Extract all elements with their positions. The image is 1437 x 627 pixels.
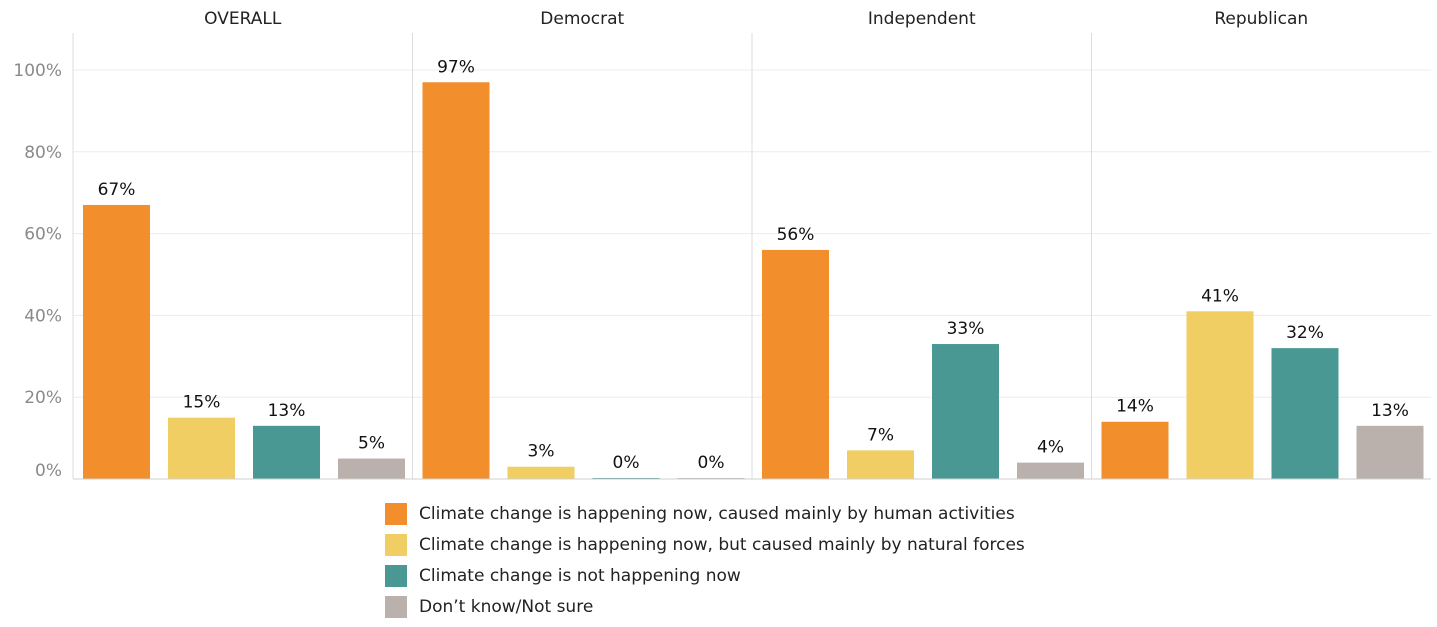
bar-overall-0 bbox=[83, 204, 150, 479]
legend-label-human: Climate change is happening now, caused … bbox=[419, 503, 1015, 524]
bar-republican-1 bbox=[1186, 311, 1254, 479]
bar-republican-2 bbox=[1271, 348, 1339, 479]
legend-label-natural: Climate change is happening now, but cau… bbox=[419, 534, 1025, 555]
y-tick-label-0: 0% bbox=[35, 461, 62, 481]
data-label-independent-2: 33% bbox=[947, 319, 985, 339]
legend-label-dont-know: Don’t know/Not sure bbox=[419, 596, 594, 617]
legend-swatch-dont-know bbox=[385, 595, 407, 618]
legend-swatch-natural bbox=[385, 533, 407, 556]
y-tick-label-40: 40% bbox=[24, 306, 62, 326]
bar-republican-3 bbox=[1356, 425, 1424, 479]
bar-democrat-0 bbox=[422, 82, 490, 480]
legend-swatch-not-happening bbox=[385, 564, 407, 587]
data-label-overall-3: 5% bbox=[358, 434, 385, 454]
bar-independent-2 bbox=[932, 344, 999, 479]
y-tick-label-80: 80% bbox=[24, 143, 62, 163]
y-tick-label-100: 100% bbox=[13, 61, 62, 81]
legend: Climate change is happening now, caused … bbox=[385, 498, 1025, 622]
y-tick-label-20: 20% bbox=[24, 388, 62, 408]
legend-item-human: Climate change is happening now, caused … bbox=[385, 498, 1025, 529]
data-label-independent-3: 4% bbox=[1037, 438, 1064, 458]
data-label-republican-1: 41% bbox=[1201, 286, 1239, 306]
data-label-democrat-2: 0% bbox=[613, 453, 640, 473]
bar-independent-0 bbox=[762, 249, 829, 479]
data-label-republican-3: 13% bbox=[1371, 401, 1409, 421]
data-label-overall-0: 67% bbox=[98, 180, 136, 200]
panel-title-overall: OVERALL bbox=[204, 9, 282, 29]
panel-title-republican: Republican bbox=[1214, 9, 1308, 29]
legend-label-not-happening: Climate change is not happening now bbox=[419, 565, 741, 586]
bar-overall-2 bbox=[253, 425, 320, 479]
data-label-democrat-1: 3% bbox=[528, 442, 555, 462]
bar-republican-0 bbox=[1101, 421, 1169, 479]
data-label-overall-1: 15% bbox=[183, 393, 221, 413]
bar-overall-3 bbox=[338, 458, 405, 479]
bar-independent-3 bbox=[1017, 462, 1084, 479]
data-label-independent-1: 7% bbox=[867, 425, 894, 445]
bar-overall-1 bbox=[168, 417, 235, 479]
legend-item-natural: Climate change is happening now, but cau… bbox=[385, 529, 1025, 560]
bar-independent-1 bbox=[847, 450, 914, 479]
data-label-overall-2: 13% bbox=[268, 401, 306, 421]
bar-democrat-1 bbox=[507, 466, 575, 479]
y-tick-label-60: 60% bbox=[24, 225, 62, 245]
data-label-republican-0: 14% bbox=[1116, 397, 1154, 417]
legend-item-dont-know: Don’t know/Not sure bbox=[385, 591, 1025, 622]
legend-swatch-human bbox=[385, 502, 407, 525]
data-label-democrat-3: 0% bbox=[698, 453, 725, 473]
panel-title-independent: Independent bbox=[868, 9, 976, 29]
legend-item-not-happening: Climate change is not happening now bbox=[385, 560, 1025, 591]
data-label-independent-0: 56% bbox=[777, 225, 815, 245]
panel-title-democrat: Democrat bbox=[540, 9, 624, 29]
data-label-republican-2: 32% bbox=[1286, 323, 1324, 343]
data-label-democrat-0: 97% bbox=[437, 57, 475, 77]
